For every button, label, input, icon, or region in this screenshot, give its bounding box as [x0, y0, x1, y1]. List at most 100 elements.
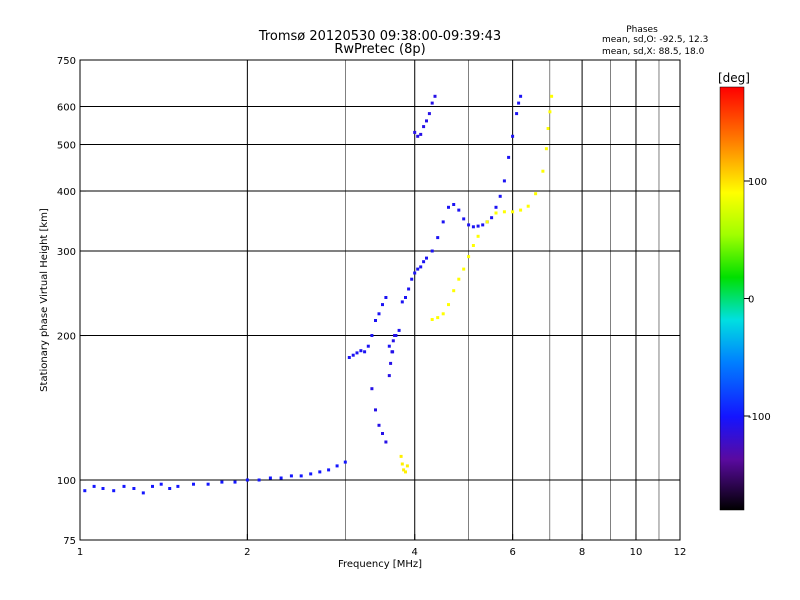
data-point	[462, 267, 466, 271]
data-point	[268, 476, 272, 480]
y-tick-label: 100	[57, 476, 76, 487]
data-point	[327, 468, 331, 472]
data-point	[206, 482, 210, 486]
data-point	[546, 127, 550, 130]
data-point	[544, 147, 548, 151]
data-point	[416, 267, 420, 271]
data-point	[343, 460, 347, 464]
data-point	[245, 478, 249, 482]
y-tick-label: 600	[57, 103, 76, 114]
data-point	[452, 289, 456, 293]
data-point	[507, 155, 511, 159]
data-point	[457, 277, 461, 281]
data-point	[494, 211, 498, 215]
data-point	[176, 484, 180, 488]
data-point	[457, 208, 461, 212]
y-axis-label: Stationary phase Virtual Height [km]	[39, 208, 50, 392]
data-point	[519, 208, 523, 212]
data-point	[430, 249, 434, 253]
data-point	[355, 351, 359, 355]
data-point	[391, 339, 395, 343]
data-point	[517, 101, 521, 105]
data-point	[370, 387, 374, 391]
colorbar-label: [deg]	[718, 71, 750, 85]
data-point	[359, 349, 363, 353]
data-point	[366, 344, 370, 348]
data-point	[467, 255, 471, 259]
data-point	[370, 334, 374, 337]
y-tick-label: 500	[57, 141, 76, 152]
data-point	[387, 344, 391, 348]
x-tick-label: 12	[674, 547, 687, 558]
data-point	[309, 472, 313, 476]
data-point	[192, 482, 195, 486]
colorbar-tick-label: 100	[748, 177, 767, 188]
colorbar-ticks: 100 0 -100	[744, 177, 771, 423]
data-point	[413, 271, 417, 275]
x-tick-label: 4	[412, 547, 418, 558]
data-point	[494, 205, 498, 209]
data-point	[519, 94, 523, 98]
data-point	[289, 474, 293, 478]
data-point	[515, 112, 519, 116]
data-point	[427, 112, 431, 116]
data-point	[407, 287, 411, 291]
data-point	[452, 203, 456, 206]
data-point	[257, 478, 261, 482]
y-tick-label: 200	[57, 332, 76, 343]
data-point	[318, 470, 322, 474]
colorbar	[719, 86, 745, 511]
data-point	[447, 205, 450, 209]
data-point	[511, 134, 515, 138]
data-point	[374, 408, 377, 412]
data-point	[122, 484, 126, 488]
data-point	[400, 300, 404, 304]
data-point	[377, 312, 381, 316]
data-point	[168, 487, 172, 490]
data-point	[397, 328, 401, 332]
grid	[80, 60, 680, 540]
data-point	[502, 179, 506, 183]
data-point	[476, 234, 480, 238]
data-point	[416, 134, 420, 138]
data-point	[374, 319, 377, 322]
data-points	[83, 94, 554, 495]
x-axis-label: Frequency [MHz]	[338, 559, 422, 570]
data-point	[381, 432, 384, 435]
data-point	[351, 353, 355, 357]
data-point	[159, 482, 163, 486]
data-point	[447, 303, 450, 307]
data-point	[441, 312, 445, 316]
data-point	[550, 94, 554, 98]
x-tick-label: 1	[77, 547, 83, 558]
y-tick-label: 300	[57, 247, 76, 258]
data-point	[436, 316, 440, 320]
x-tick-label: 2	[244, 547, 250, 558]
data-point	[419, 132, 423, 136]
data-point	[402, 468, 406, 472]
data-point	[92, 484, 96, 488]
data-point	[141, 491, 145, 495]
data-point	[541, 169, 545, 173]
data-point	[425, 119, 428, 123]
data-point	[490, 216, 494, 220]
chart-title: Tromsø 20120530 09:38:00-09:39:43	[258, 29, 501, 44]
data-point	[476, 224, 480, 228]
data-point	[83, 489, 87, 493]
phases-mean-o: mean, sd,O: -92.5, 12.3	[602, 35, 708, 45]
plot-frame	[79, 59, 681, 541]
data-point	[430, 318, 434, 321]
data-point	[425, 256, 428, 260]
data-point	[377, 423, 381, 427]
data-point	[384, 440, 388, 444]
data-point	[526, 204, 530, 208]
data-point	[112, 489, 116, 493]
data-point	[498, 194, 502, 198]
x-tick-label: 8	[579, 547, 585, 558]
data-point	[436, 236, 440, 240]
data-point	[471, 225, 475, 229]
y-tick-label: 400	[57, 187, 76, 198]
data-point	[132, 487, 136, 490]
